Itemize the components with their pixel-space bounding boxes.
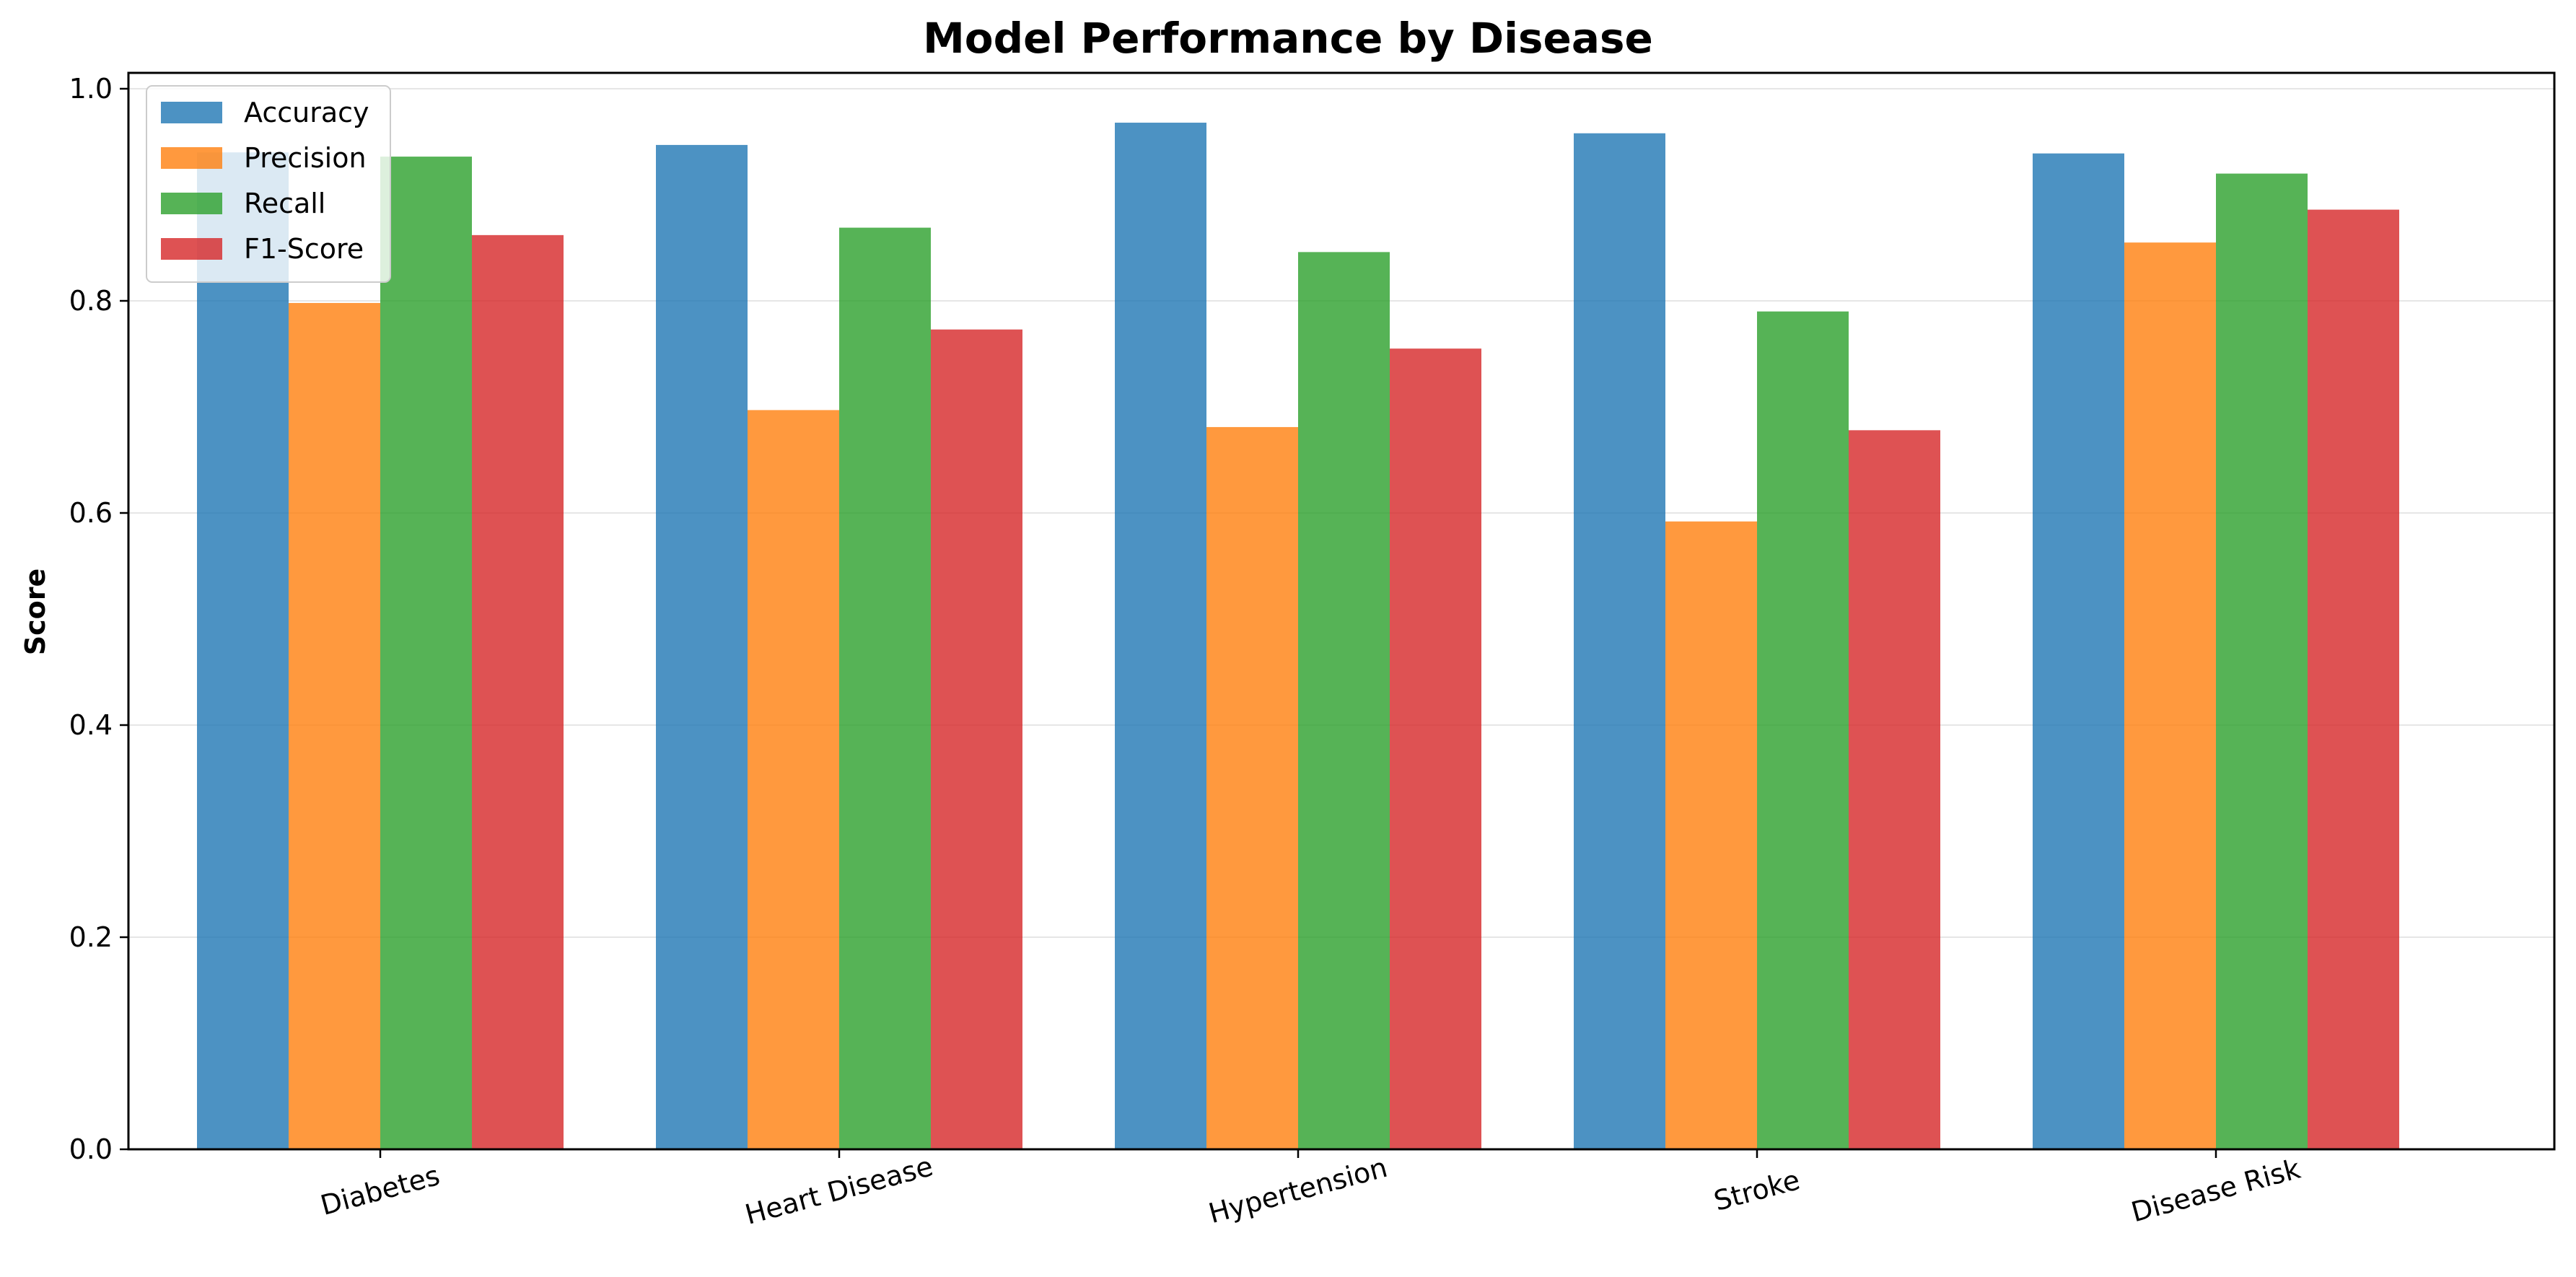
y-tick-label: 0.2: [69, 921, 113, 953]
bars: [197, 123, 2399, 1150]
bar-accuracy-disease-risk: [2033, 153, 2124, 1149]
legend-swatch: [161, 147, 222, 169]
y-axis-ticks: 0.0 0.2 0.4 0.6 0.8 1.0: [69, 73, 128, 1165]
x-tick-label: Stroke: [1711, 1164, 1803, 1217]
bar-f1-score-hypertension: [1390, 348, 1481, 1149]
bar-accuracy-stroke: [1574, 133, 1665, 1150]
chart-title: Model Performance by Disease: [923, 14, 1653, 63]
legend: Accuracy Precision Recall F1-Score: [146, 85, 391, 283]
y-tick-label: 0.0: [69, 1133, 113, 1165]
legend-box: [146, 85, 391, 283]
legend-swatch: [161, 238, 222, 260]
bar-precision-stroke: [1665, 521, 1757, 1149]
legend-swatch: [161, 193, 222, 214]
bar-recall-diabetes: [380, 157, 472, 1150]
legend-swatch: [161, 102, 222, 123]
x-axis-ticks: Diabetes Heart Disease Hypertension Stroke D…: [317, 1149, 2304, 1231]
bar-precision-diabetes: [289, 302, 380, 1150]
legend-label: Precision: [244, 142, 367, 174]
bar-accuracy-heart-disease: [656, 144, 748, 1149]
x-tick-label: Hypertension: [1205, 1151, 1390, 1229]
bar-accuracy-diabetes: [197, 152, 289, 1150]
legend-label: Recall: [244, 188, 325, 219]
legend-label: Accuracy: [244, 97, 369, 128]
bar-f1-score-heart-disease: [931, 329, 1022, 1150]
bar-f1-score-disease-risk: [2308, 209, 2399, 1150]
bar-accuracy-hypertension: [1115, 123, 1206, 1149]
x-tick-label: Disease Risk: [2128, 1153, 2304, 1229]
y-tick-label: 0.4: [69, 709, 113, 741]
bar-f1-score-diabetes: [472, 234, 564, 1149]
bar-precision-hypertension: [1206, 426, 1298, 1149]
bar-precision-heart-disease: [748, 410, 839, 1150]
x-tick-label: Diabetes: [317, 1159, 443, 1221]
y-tick-label: 0.6: [69, 497, 113, 529]
y-tick-label: 1.0: [69, 73, 113, 105]
bar-recall-disease-risk: [2216, 173, 2308, 1150]
legend-label: F1-Score: [244, 233, 364, 265]
bar-recall-stroke: [1757, 311, 1849, 1150]
bar-precision-disease-risk: [2124, 242, 2216, 1149]
x-tick-label: Heart Disease: [742, 1150, 937, 1231]
bar-recall-hypertension: [1298, 252, 1390, 1149]
plot-area-frame: [127, 71, 2556, 1151]
y-axis-label: Score: [19, 569, 51, 656]
bar-f1-score-stroke: [1849, 430, 1940, 1149]
bar-recall-heart-disease: [839, 227, 931, 1149]
y-tick-label: 0.8: [69, 285, 113, 317]
